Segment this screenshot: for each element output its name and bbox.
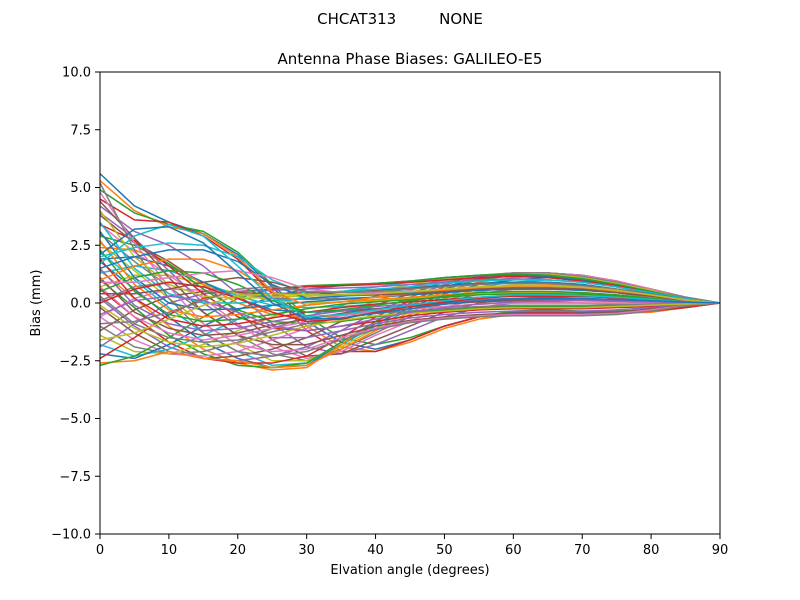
y-tick-label: 7.5 — [70, 123, 91, 138]
series-line-37 — [99, 191, 721, 353]
y-axis: −10.0 −7.5 −5.0 −2.5 0.0 2.5 5.0 7.5 10.0 — [51, 66, 100, 543]
series-line-3 — [99, 189, 721, 346]
series-line-60 — [99, 223, 721, 318]
series-line-38 — [99, 182, 721, 357]
y-tick-label: −10.0 — [51, 528, 91, 543]
series-line-24 — [99, 275, 721, 360]
series-line-49 — [99, 302, 721, 348]
x-tick-label: 70 — [574, 543, 591, 558]
series-line-36 — [99, 200, 721, 346]
chart-title: Antenna Phase Biases: GALILEO-E5 — [278, 50, 543, 68]
series-line-34 — [99, 223, 721, 332]
series-line-48 — [99, 295, 721, 344]
series-line-59 — [99, 284, 721, 341]
x-axis: 0 10 20 30 40 50 60 70 80 90 — [96, 534, 728, 558]
y-axis-label: Bias (mm) — [29, 270, 44, 337]
series-line-17 — [99, 272, 721, 357]
y-tick-label: −5.0 — [59, 412, 91, 427]
x-tick-label: 60 — [505, 543, 522, 558]
series-line-43 — [99, 249, 721, 323]
y-tick-label: 0.0 — [70, 297, 91, 312]
plot-area — [99, 71, 721, 535]
figure-suptitle: CHCAT313 NONE — [317, 10, 483, 28]
series-line-58 — [99, 282, 721, 325]
y-tick-label: 5.0 — [70, 181, 91, 196]
series-line-50 — [99, 242, 721, 304]
x-axis-label: Elvation angle (degrees) — [330, 563, 489, 578]
series-line-56 — [100, 276, 721, 304]
x-tick-label: 10 — [161, 543, 178, 558]
y-tick-label: −2.5 — [59, 354, 91, 369]
x-tick-label: 40 — [367, 543, 384, 558]
x-tick-label: 30 — [298, 543, 315, 558]
y-tick-label: 2.5 — [70, 239, 91, 254]
x-tick-label: 20 — [230, 543, 247, 558]
x-tick-label: 80 — [643, 543, 660, 558]
x-tick-label: 0 — [96, 543, 104, 558]
x-tick-label: 90 — [712, 543, 729, 558]
series-line-61 — [99, 226, 721, 320]
x-tick-label: 50 — [436, 543, 453, 558]
y-tick-label: 10.0 — [62, 66, 91, 81]
series-layer — [99, 173, 721, 371]
y-tick-label: −7.5 — [59, 470, 91, 485]
